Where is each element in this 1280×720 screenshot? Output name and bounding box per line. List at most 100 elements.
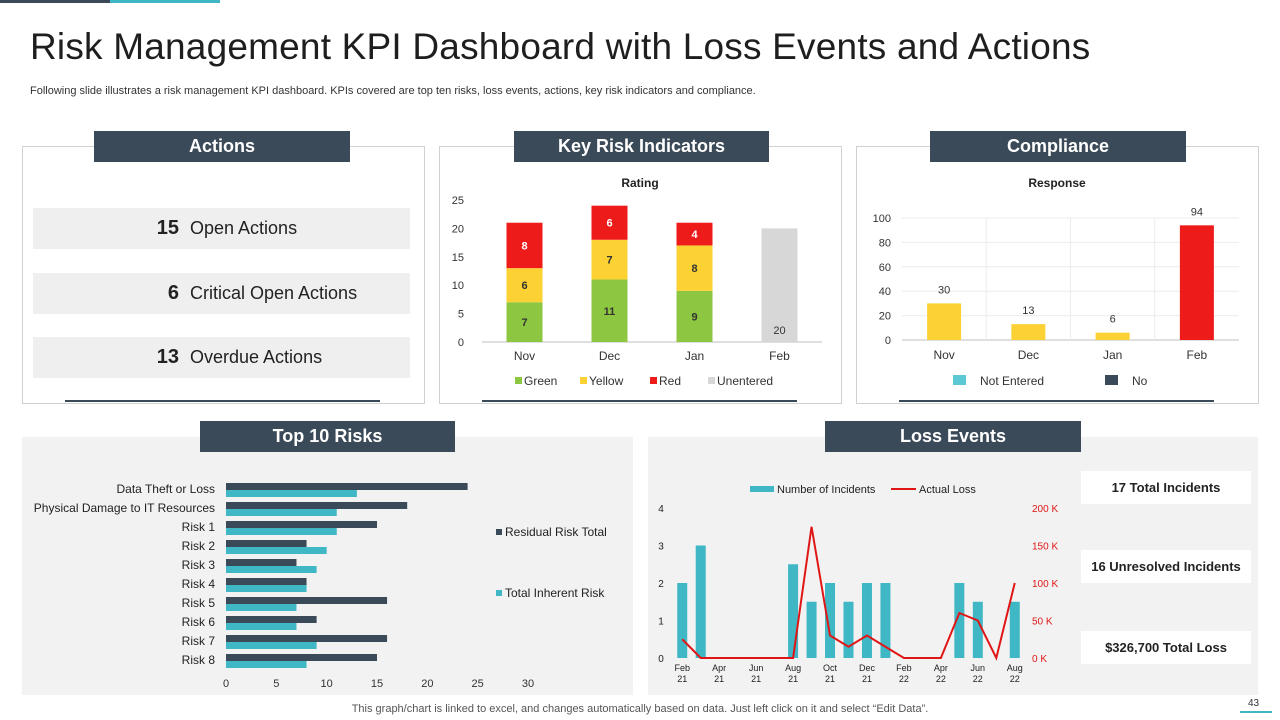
total-loss-stat: $326,700 Total Loss: [1081, 631, 1251, 664]
loss-x-tick-label: 21: [862, 674, 872, 684]
loss-legend-swatch-incidents: [750, 486, 774, 492]
kri-legend-swatch: [650, 377, 657, 384]
loss-x-tick-label: Aug: [1007, 663, 1023, 673]
top10-bar-residual: [226, 597, 388, 604]
top10-x-tick-label: 25: [472, 678, 484, 690]
loss-x-tick-label: 21: [788, 674, 798, 684]
top10-x-tick-label: 15: [371, 678, 383, 690]
kri-data-label: 8: [691, 263, 697, 275]
kri-y-tick-label: 20: [452, 223, 464, 235]
compliance-data-label: 13: [1022, 305, 1034, 317]
compliance-chart: Response 0 20 40 60 80 100 30 Nov 13 Dec 6 Jan 94 Feb N…: [873, 176, 1239, 388]
page-number-underline: [1240, 711, 1272, 713]
total-incidents-stat: 17 Total Incidents: [1081, 471, 1251, 504]
loss-incident-bar: [954, 583, 965, 658]
top10-category-label: Risk 8: [182, 653, 216, 667]
loss-legend-label-incidents: Number of Incidents: [777, 484, 876, 496]
overdue-actions-count: 13: [156, 346, 179, 368]
compliance-legend-label: No: [1132, 374, 1148, 388]
top10-bar-residual: [226, 635, 388, 642]
loss-y2-tick-label: 50 K: [1032, 617, 1053, 628]
overdue-actions-label: Overdue Actions: [190, 347, 323, 367]
kri-bar-green: [591, 279, 628, 342]
top10-bar-residual: [226, 483, 468, 490]
critical-open-actions-count: 6: [167, 282, 179, 304]
loss-x-tick-label: 22: [899, 674, 909, 684]
loss-x-tick-label: Aug: [785, 663, 801, 673]
kri-data-label: 20: [773, 325, 785, 337]
kri-legend-label: Yellow: [589, 374, 624, 388]
loss-x-tick-label: 21: [825, 674, 835, 684]
top10-header: Top 10 Risks: [200, 421, 455, 452]
top10-bar-inherent: [226, 509, 337, 516]
kri-y-tick-label: 25: [452, 195, 464, 207]
loss-x-tick-label: Feb: [674, 663, 690, 673]
top10-x-tick-label: 20: [421, 678, 433, 690]
kri-x-tick-label: Feb: [769, 349, 790, 363]
kri-chart-title: Rating: [621, 176, 658, 190]
kri-data-label: 7: [521, 317, 527, 329]
kri-y-tick-label: 15: [452, 252, 464, 264]
kri-y-tick-label: 0: [458, 337, 464, 349]
top10-bar-residual: [226, 654, 377, 661]
actions-header: Actions: [94, 131, 350, 162]
loss-x-tick-label: 21: [677, 674, 687, 684]
kri-legend-swatch: [580, 377, 587, 384]
loss-incident-bar: [861, 583, 872, 658]
kri-legend-label: Red: [659, 374, 681, 388]
top10-legend-swatch: [496, 590, 502, 596]
top10-bar-inherent: [226, 585, 307, 592]
kri-bar-yellow: [506, 268, 543, 303]
compliance-data-label: 6: [1110, 314, 1116, 326]
kri-legend-swatch: [515, 377, 522, 384]
kri-bar-yellow: [591, 239, 628, 280]
top10-bar-residual: [226, 502, 408, 509]
compliance-legend-swatch: [953, 375, 966, 385]
page-number: 43: [1248, 698, 1260, 709]
top10-bar-residual: [226, 521, 377, 528]
kri-bar-red: [676, 222, 713, 246]
top10-bar-inherent: [226, 566, 317, 573]
loss-x-tick-label: Jun: [971, 663, 986, 673]
loss-y-tick-label: 1: [658, 617, 664, 628]
loss-x-tick-label: 22: [1010, 674, 1020, 684]
compliance-x-tick-label: Feb: [1187, 348, 1208, 362]
kri-y-tick-label: 5: [458, 309, 464, 321]
loss-incident-bar: [1009, 601, 1020, 658]
top10-x-tick-label: 5: [273, 678, 279, 690]
kri-data-label: 6: [606, 218, 612, 230]
kri-bar-green: [676, 290, 713, 342]
loss-incident-bar: [972, 601, 983, 658]
compliance-bar: [927, 303, 962, 340]
kri-data-label: 11: [604, 306, 616, 318]
loss-incident-bar: [843, 601, 854, 658]
top10-bar-inherent: [226, 528, 337, 535]
compliance-data-label: 30: [938, 284, 950, 296]
kri-chart: Rating 0 5 10 15 20 25 7 6 8 Nov 11 7 6 Dec 9 8 4 Jan 20 Feb…: [452, 176, 822, 388]
kri-x-tick-label: Dec: [599, 349, 620, 363]
loss-x-tick-label: 21: [751, 674, 761, 684]
kri-x-tick-label: Jan: [685, 349, 704, 363]
top10-x-tick-label: 10: [321, 678, 333, 690]
loss-x-tick-label: Apr: [712, 663, 726, 673]
top10-bar-inherent: [226, 623, 297, 630]
loss-y2-tick-label: 200 K: [1032, 504, 1058, 515]
compliance-bar: [1095, 332, 1130, 340]
kri-data-label: 6: [521, 280, 527, 292]
loss-actual-loss-line: [681, 526, 1016, 661]
loss-incident-bar: [677, 583, 688, 658]
top10-category-label: Risk 7: [182, 634, 216, 648]
top10-category-label: Risk 4: [182, 577, 216, 591]
top10-x-tick-label: 0: [223, 678, 229, 690]
compliance-y-tick-label: 20: [879, 311, 891, 323]
compliance-bar: [1011, 324, 1046, 340]
kri-bar-red: [506, 222, 543, 269]
top10-bar-residual: [226, 559, 297, 566]
open-actions-card: 15 Open Actions: [33, 208, 410, 249]
loss-x-tick-label: Dec: [859, 663, 876, 673]
kri-bar-unentered: [761, 228, 798, 342]
loss-x-tick-label: 22: [973, 674, 983, 684]
top10-category-label: Risk 5: [182, 596, 216, 610]
kri-header: Key Risk Indicators: [514, 131, 769, 162]
kri-data-label: 8: [521, 240, 527, 252]
